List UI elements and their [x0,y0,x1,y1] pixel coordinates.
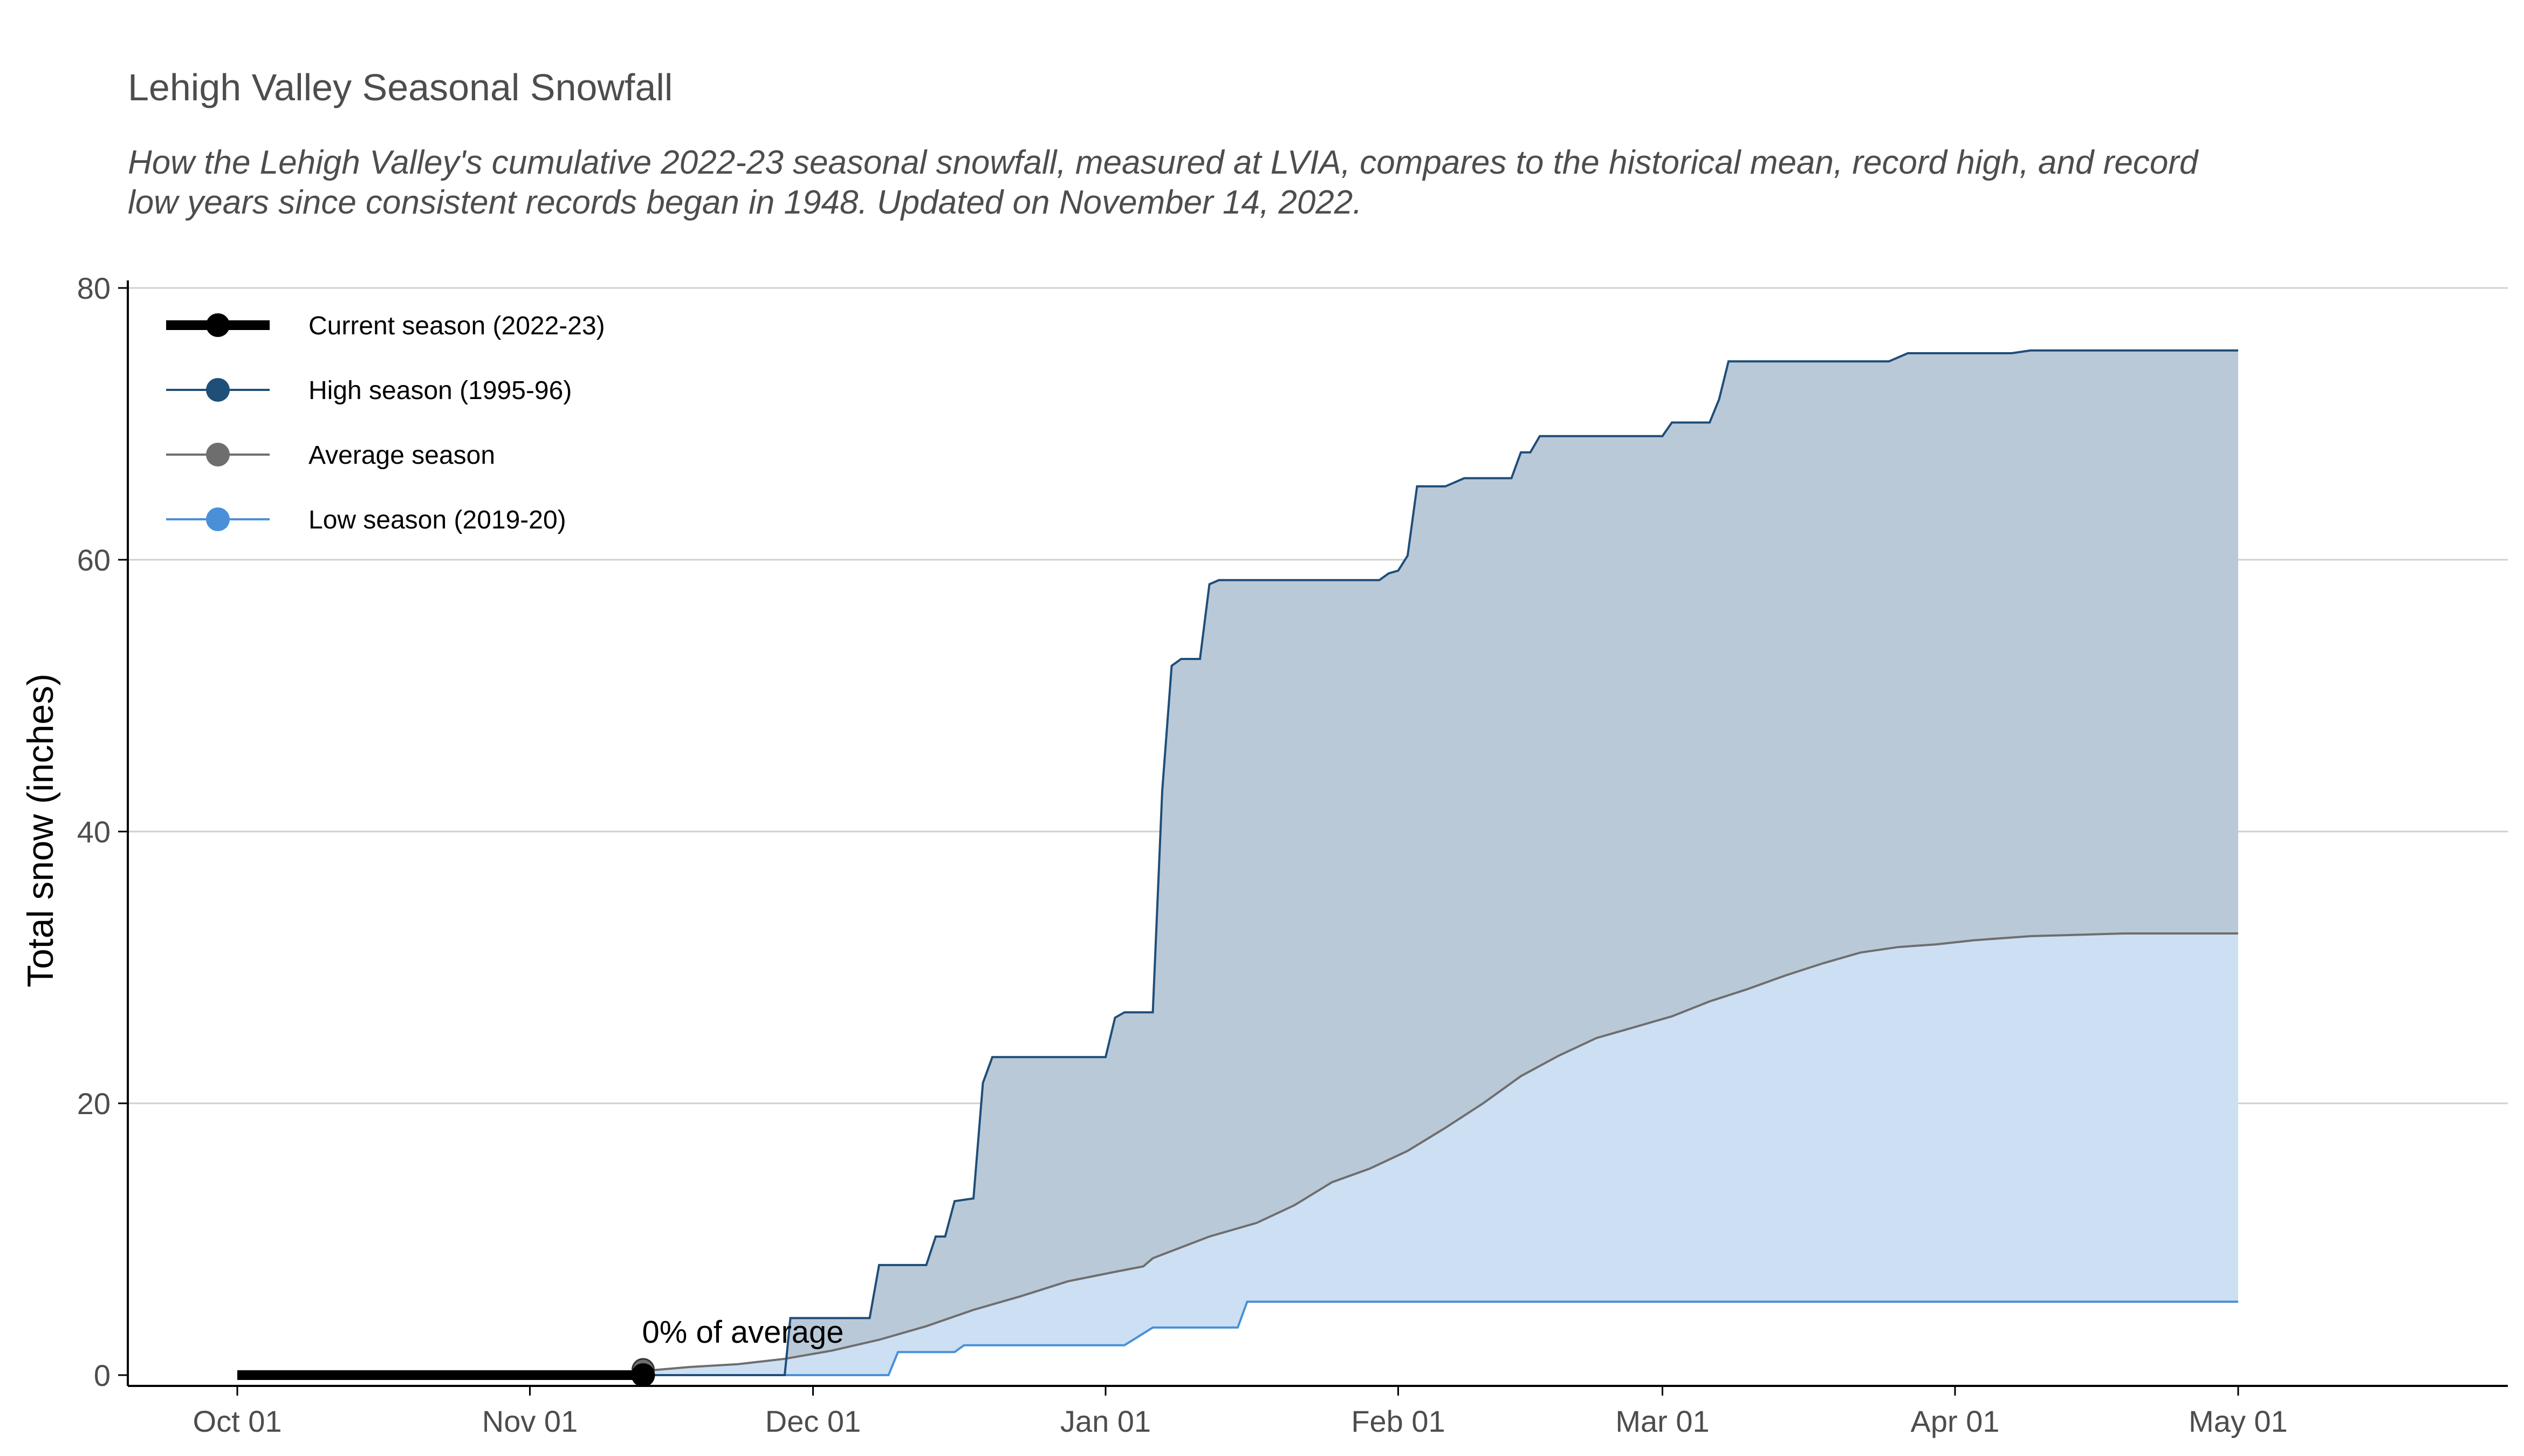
current-marker-point [631,1363,655,1387]
y-tick-label: 20 [77,1087,111,1121]
x-tick-label: Jan 01 [1060,1404,1151,1438]
legend-key-point [206,443,230,466]
legend-key-point [206,313,230,337]
percent-of-average-label: 0% of average [642,1315,844,1350]
y-tick-label: 40 [77,815,111,849]
area-fills [237,350,2238,1375]
legend-label: Low season (2019-20) [308,506,566,534]
y-tick-label: 60 [77,543,111,577]
x-tick-label: Mar 01 [1615,1404,1709,1438]
annotations: 0% of average [642,1315,844,1350]
x-tick-label: Nov 01 [482,1404,578,1438]
chart-title: Lehigh Valley Seasonal Snowfall [128,66,673,108]
high-season-area [237,350,2238,1375]
average-season-area [237,933,2238,1375]
average-season-line [237,932,2238,1376]
chart-subtitle: How the Lehigh Valley's cumulative 2022-… [128,144,2198,221]
x-tick-label: Feb 01 [1351,1404,1445,1438]
legend-key-point [206,378,230,402]
y-tick-label: 0 [94,1358,111,1392]
x-tick-label: Oct 01 [193,1404,282,1438]
legend: Current season (2022-23) High season (199… [166,312,605,534]
series-lines [237,349,2238,1387]
low-season-line [237,1300,2238,1376]
high-season-line [237,349,2238,1376]
x-tick-label: Dec 01 [765,1404,861,1438]
legend-label: High season (1995-96) [308,376,572,405]
x-tick-label: Apr 01 [1911,1404,2000,1438]
legend-label: Current season (2022-23) [308,312,605,340]
x-tick-label: May 01 [2189,1404,2288,1438]
y-tick-label: 80 [77,271,111,305]
legend-key-point [206,507,230,531]
legend-label: Average season [308,441,495,470]
axes: 0 20 40 60 80 Oct 01 Nov 01 Dec 01 Jan 01 Feb 01 M… [77,271,2508,1438]
